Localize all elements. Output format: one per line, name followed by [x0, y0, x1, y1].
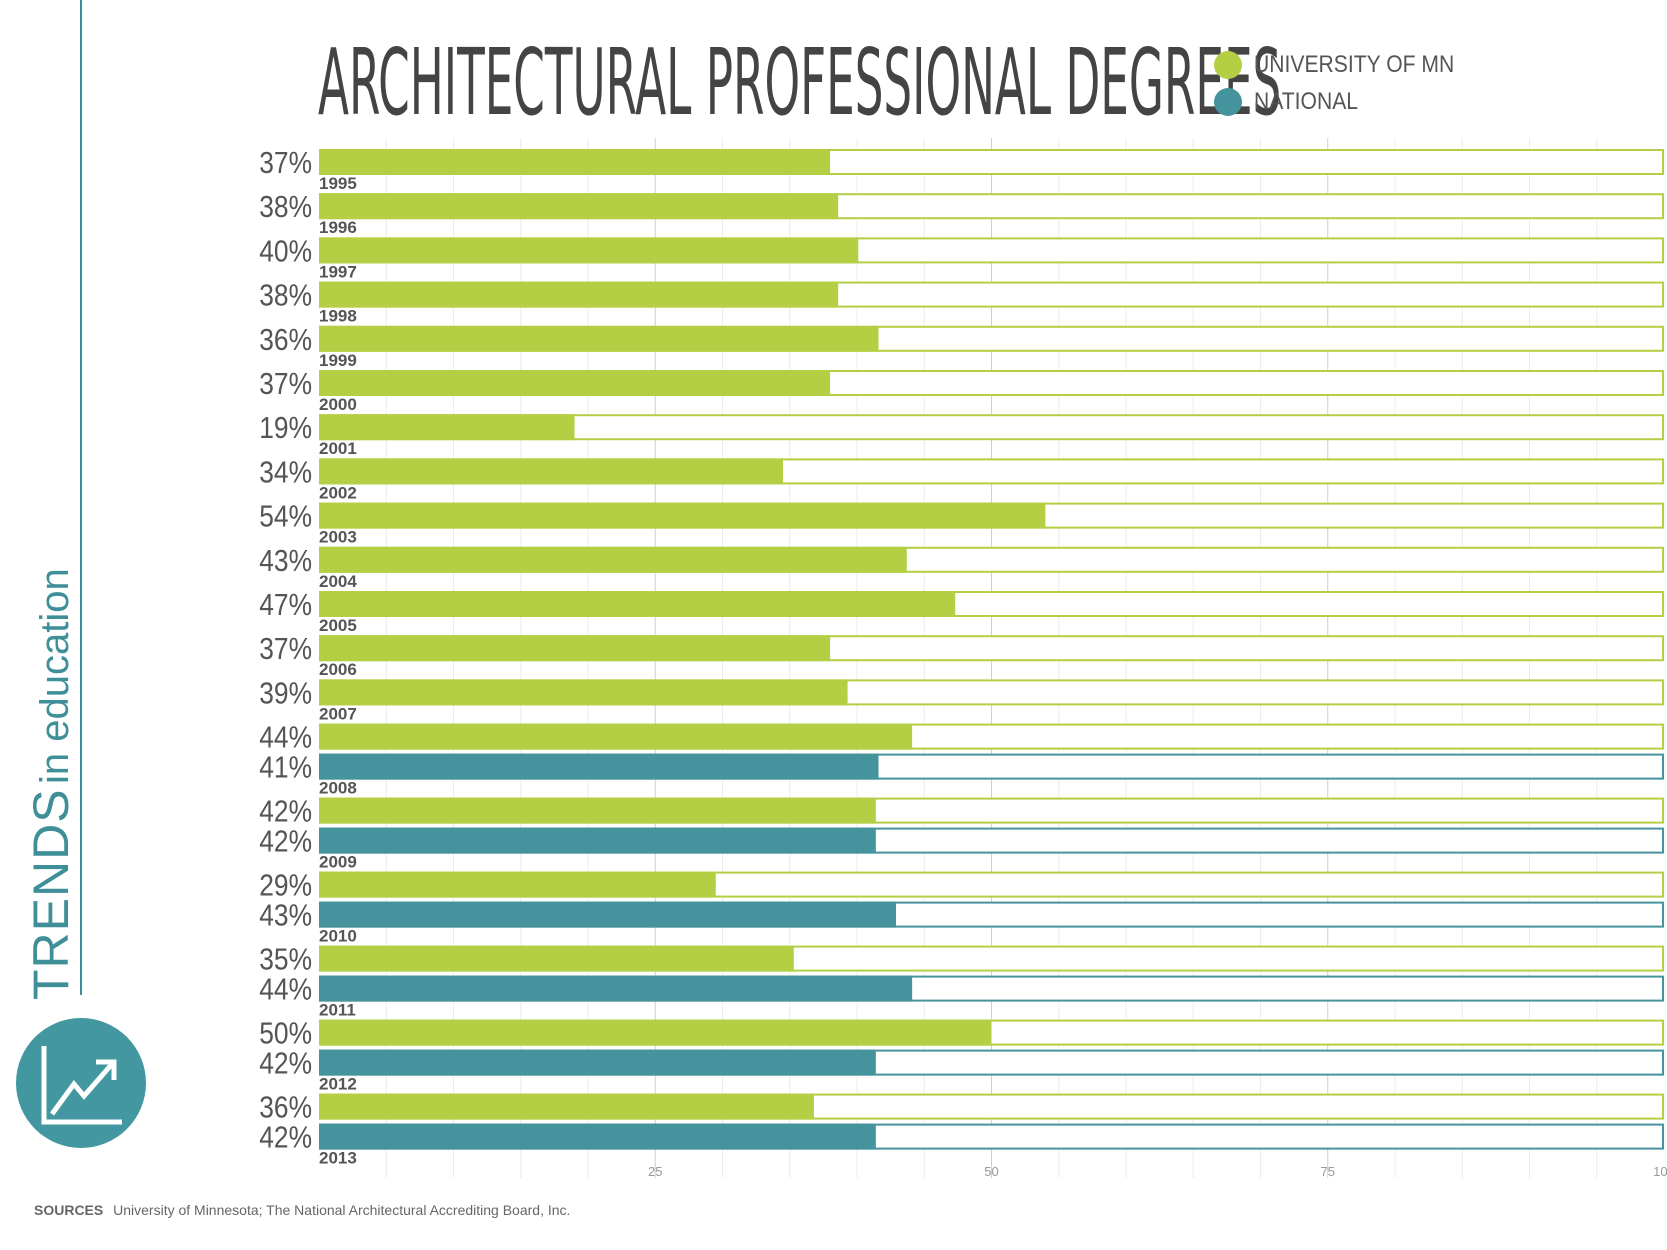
- data-label: 42%: [259, 1047, 312, 1081]
- data-label: 38%: [259, 190, 312, 224]
- bar-national: [319, 901, 897, 928]
- year-label: 2005: [319, 616, 357, 635]
- data-label: 43%: [259, 544, 312, 578]
- data-label: 38%: [259, 279, 312, 313]
- year-label: 2004: [319, 572, 357, 591]
- data-label: 50%: [259, 1017, 312, 1051]
- bar-national: [319, 975, 913, 1002]
- year-label: 2003: [319, 528, 357, 547]
- year-label: 2009: [319, 853, 357, 872]
- legend-label-university: UNIVERSITY OF MN: [1254, 51, 1455, 78]
- year-label: 2008: [319, 779, 357, 798]
- bar-university: [319, 325, 879, 352]
- year-label: 1996: [319, 218, 357, 237]
- year-label: 2000: [319, 395, 357, 414]
- x-tick-label: 100: [1653, 1164, 1667, 1179]
- year-label: 2013: [319, 1149, 357, 1168]
- year-label: 2002: [319, 483, 357, 502]
- bar-university: [319, 945, 794, 972]
- bar-university: [319, 237, 859, 264]
- year-label: 2006: [319, 660, 357, 679]
- legend-item-university: UNIVERSITY OF MN: [1214, 50, 1482, 80]
- data-label: 39%: [259, 676, 312, 710]
- data-label: 40%: [259, 234, 312, 268]
- trend-logo: [16, 1018, 146, 1148]
- year-label: 1999: [319, 351, 357, 370]
- sources-label: SOURCES: [34, 1202, 104, 1218]
- chart-title: ARCHITECTURAL PROFESSIONAL DEGREES: [318, 30, 1282, 137]
- trend-arrow-icon: [41, 1046, 122, 1125]
- bar-university: [319, 193, 839, 220]
- bar-university: [319, 370, 831, 396]
- data-label: 35%: [259, 943, 312, 977]
- year-label: 2007: [319, 704, 357, 723]
- data-label: 29%: [259, 869, 312, 903]
- bar-national: [319, 1049, 876, 1076]
- year-label: 1997: [319, 262, 357, 281]
- bar-university: [319, 414, 575, 441]
- year-label: 2010: [319, 927, 357, 946]
- year-label: 2012: [319, 1075, 357, 1094]
- bar-university: [319, 635, 831, 662]
- year-label: 2011: [319, 1001, 356, 1020]
- bar-university: [319, 149, 831, 175]
- side-rule: [80, 0, 82, 995]
- bar-university: [319, 1019, 992, 1046]
- bar-university: [319, 546, 907, 573]
- data-label: 37%: [259, 632, 312, 666]
- legend-swatch-national: [1214, 88, 1242, 116]
- bar-national: [319, 827, 876, 854]
- data-label: 34%: [259, 455, 312, 489]
- data-label: 42%: [259, 825, 312, 859]
- bar-university: [319, 281, 839, 308]
- sources-text: University of Minnesota; The National Ar…: [113, 1202, 571, 1218]
- data-label: 43%: [259, 899, 312, 933]
- data-label: 37%: [259, 146, 312, 180]
- data-label: 36%: [259, 323, 312, 357]
- x-tick-label: 50: [984, 1164, 998, 1179]
- year-label: 1998: [319, 307, 357, 326]
- data-label: 44%: [259, 973, 312, 1007]
- bar-national: [319, 1123, 876, 1150]
- legend-item-national: NATIONAL: [1214, 87, 1372, 117]
- data-label: 54%: [259, 500, 312, 534]
- legend-label-national: NATIONAL: [1254, 88, 1359, 115]
- x-tick-label: 75: [1321, 1164, 1335, 1179]
- bar-university: [319, 502, 1046, 529]
- x-tick-label: 25: [648, 1164, 662, 1179]
- bar-university: [319, 723, 913, 750]
- year-label: 2001: [319, 439, 357, 458]
- bar-university: [319, 591, 956, 617]
- bar-university: [319, 797, 876, 824]
- bar-university: [319, 679, 848, 706]
- bar-university: [319, 1093, 814, 1120]
- data-label: 47%: [259, 588, 312, 622]
- bar-national: [319, 753, 879, 780]
- bar-university: [319, 871, 716, 898]
- data-label: 42%: [259, 795, 312, 829]
- sources-note: SOURCES University of Minnesota; The Nat…: [34, 1202, 570, 1218]
- data-label: 42%: [259, 1121, 312, 1155]
- data-label: 41%: [259, 751, 312, 785]
- data-label: 19%: [259, 411, 312, 445]
- legend-swatch-university: [1214, 51, 1242, 79]
- year-label: 1995: [319, 174, 357, 193]
- bar-university: [319, 458, 784, 485]
- data-label: 36%: [259, 1091, 312, 1125]
- data-label: 37%: [259, 367, 312, 401]
- data-label: 44%: [259, 721, 312, 755]
